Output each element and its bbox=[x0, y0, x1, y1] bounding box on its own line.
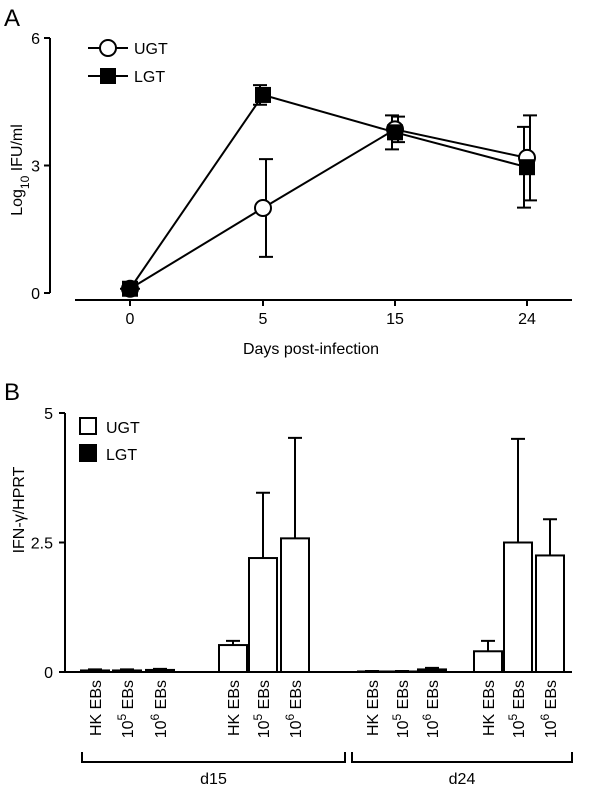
label-part: EBs bbox=[395, 680, 412, 714]
x-tick-label: 106 EBs bbox=[148, 680, 170, 738]
point bbox=[122, 280, 138, 297]
error-bar bbox=[481, 639, 495, 652]
label-part: 6 bbox=[538, 713, 552, 720]
bar bbox=[357, 670, 387, 673]
legend-label: LGT bbox=[134, 69, 165, 86]
x-tick-label: HK EBs bbox=[226, 680, 243, 736]
y-tick-label: 0 bbox=[31, 286, 40, 303]
error-bar bbox=[511, 437, 525, 543]
label-part: 10 bbox=[288, 720, 305, 738]
bar bbox=[112, 669, 142, 673]
label-part: Log bbox=[9, 189, 26, 216]
legend-label: UGT bbox=[106, 420, 140, 437]
y-tick-label: 0 bbox=[44, 665, 53, 682]
panel-label: A bbox=[4, 5, 20, 32]
label-part: 10 bbox=[120, 720, 137, 738]
label-part: 10 bbox=[543, 720, 560, 738]
bar bbox=[387, 670, 417, 673]
x-tick-label: 106 EBs bbox=[283, 680, 305, 738]
label-part: EBs bbox=[543, 680, 560, 714]
y-tick-label: 6 bbox=[31, 31, 40, 48]
error-bar bbox=[256, 491, 270, 559]
label-part: EBs bbox=[256, 680, 273, 714]
legend-marker bbox=[99, 39, 117, 57]
x-tick-label: HK EBs bbox=[365, 680, 382, 736]
bar bbox=[145, 668, 175, 673]
bar bbox=[535, 554, 565, 674]
series-line bbox=[129, 128, 528, 290]
series-line bbox=[129, 93, 528, 290]
label-part: EBs bbox=[153, 680, 170, 714]
error-bar bbox=[543, 518, 557, 556]
label-part: HK EBs bbox=[88, 680, 105, 736]
x-tick-label: 105 EBs bbox=[506, 680, 528, 738]
x-tick-label: 105 EBs bbox=[251, 680, 273, 738]
label-part: 10 bbox=[395, 720, 412, 738]
legend-swatch bbox=[79, 417, 97, 435]
label-part: IFU/ml bbox=[9, 124, 26, 176]
label-part: EBs bbox=[425, 680, 442, 714]
point bbox=[519, 159, 535, 176]
legend-label: LGT bbox=[106, 447, 137, 464]
x-tick-label: 105 EBs bbox=[115, 680, 137, 738]
group-bracket bbox=[351, 752, 573, 763]
group-label: d15 bbox=[200, 771, 227, 788]
label-part: HK EBs bbox=[365, 680, 382, 736]
bar bbox=[503, 541, 533, 673]
label-part: 10 bbox=[511, 720, 528, 738]
x-axis-label: Days post-infection bbox=[243, 341, 379, 358]
label-part: 5 bbox=[251, 713, 265, 720]
label-part: EBs bbox=[511, 680, 528, 714]
legend-swatch bbox=[79, 444, 97, 462]
x-tick-label: 106 EBs bbox=[420, 680, 442, 738]
y-tick-label: 5 bbox=[44, 406, 53, 423]
label-part: HK EBs bbox=[226, 680, 243, 736]
label-part: EBs bbox=[288, 680, 305, 714]
panel-label: B bbox=[4, 379, 20, 406]
group-label: d24 bbox=[449, 771, 476, 788]
x-tick-label: 15 bbox=[386, 311, 404, 328]
x-tick-label: HK EBs bbox=[88, 680, 105, 736]
label-part: 5 bbox=[115, 713, 129, 720]
y-axis-label: IFN-γ/HPRT bbox=[11, 466, 28, 553]
x-tick-label: HK EBs bbox=[481, 680, 498, 736]
x-tick-label: 5 bbox=[259, 311, 268, 328]
error-bar bbox=[288, 436, 302, 539]
label-part: 6 bbox=[283, 713, 297, 720]
group-bracket bbox=[81, 752, 346, 763]
label-part: 10 bbox=[425, 720, 442, 738]
label-part: 5 bbox=[390, 713, 404, 720]
y-tick-label: 2.5 bbox=[31, 536, 53, 553]
point bbox=[387, 124, 403, 141]
point bbox=[255, 86, 271, 103]
y-tick-label: 3 bbox=[31, 159, 40, 176]
x-tick-label: 105 EBs bbox=[390, 680, 412, 738]
point bbox=[254, 199, 272, 217]
label-part: 10 bbox=[18, 175, 32, 189]
legend-label: UGT bbox=[134, 41, 168, 58]
x-tick-label: 106 EBs bbox=[538, 680, 560, 738]
label-part: 10 bbox=[256, 720, 273, 738]
x-tick-label: 0 bbox=[126, 311, 135, 328]
bar bbox=[280, 537, 310, 674]
legend-marker bbox=[100, 68, 116, 84]
bar bbox=[218, 644, 248, 674]
bar bbox=[80, 669, 110, 673]
label-part: 10 bbox=[153, 720, 170, 738]
label-part: EBs bbox=[120, 680, 137, 714]
bar bbox=[473, 650, 503, 674]
label-part: 6 bbox=[148, 713, 162, 720]
label-part: HK EBs bbox=[481, 680, 498, 736]
label-part: 5 bbox=[506, 713, 520, 720]
bar bbox=[248, 557, 278, 673]
y-axis-label: Log10 IFU/ml bbox=[9, 124, 32, 216]
label-part: 6 bbox=[420, 713, 434, 720]
x-tick-label: 24 bbox=[518, 311, 536, 328]
bar bbox=[417, 668, 447, 673]
